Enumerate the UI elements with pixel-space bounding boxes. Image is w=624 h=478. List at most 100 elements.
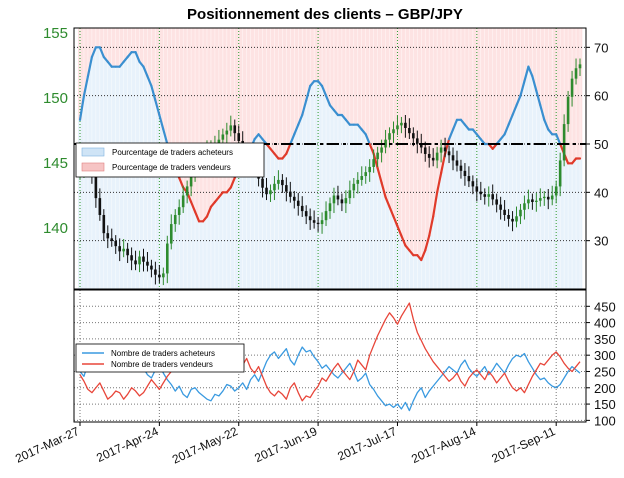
bottom-grid <box>74 290 586 422</box>
candle-body <box>427 153 431 158</box>
candle-body <box>138 256 141 265</box>
legend-swatch-short-pct <box>81 162 105 172</box>
price-tick-label: 155 <box>43 25 68 42</box>
count-tick-label: 250 <box>594 364 616 379</box>
candle-body <box>261 178 264 188</box>
legend-label-long-pct: Pourcentage de traders acheteurs <box>112 148 233 157</box>
count-tick-label: 400 <box>594 316 616 331</box>
candle-body <box>273 183 276 191</box>
candle-body <box>535 200 538 202</box>
long-pct-line-segment <box>293 123 300 136</box>
long-pct-line-segment <box>98 46 105 59</box>
candle-body <box>515 216 518 222</box>
chart-title: Positionnement des clients – GBP/JPY <box>187 6 463 23</box>
long-pct-line-segment <box>523 65 530 83</box>
long-pct-line-segment <box>229 176 236 189</box>
long-pct-line-segment <box>82 75 90 97</box>
candle-body <box>324 211 328 221</box>
long-pct-line-segment <box>154 99 161 117</box>
candle-body <box>308 216 312 221</box>
long-pct-line-segment <box>289 133 296 146</box>
candle-body <box>296 200 300 206</box>
long-pct-line-segment <box>396 225 403 237</box>
long-pct-line-segment <box>320 84 328 97</box>
candle-body <box>487 194 491 197</box>
candle-body <box>185 186 189 196</box>
candle-body <box>162 273 165 278</box>
long-pct-line-segment <box>162 128 169 146</box>
long-pct-line-segment <box>440 152 447 175</box>
date-tick-label: 2017-Jun-19 <box>252 424 319 465</box>
candle-body <box>150 265 153 270</box>
candle-body <box>336 195 340 200</box>
candle-body <box>300 205 304 212</box>
candle-body <box>475 186 479 192</box>
candle-body <box>523 203 526 210</box>
candle-body <box>166 243 169 274</box>
candle-body <box>439 147 443 153</box>
candle-body <box>281 179 284 186</box>
long-count-line <box>79 346 581 412</box>
count-tick-label: 200 <box>594 381 616 396</box>
candle-body <box>396 125 399 130</box>
candle-body <box>173 214 177 225</box>
long-pct-line-segment <box>372 152 379 170</box>
candle-body <box>320 220 324 225</box>
candle-body <box>142 256 145 262</box>
long-pct-line-segment <box>150 84 157 102</box>
percent-tick-label: 60 <box>594 89 608 104</box>
long-pct-line-segment <box>507 113 514 126</box>
date-tick-label: 2017-Aug-14 <box>409 424 478 466</box>
long-pct-line-segment <box>193 210 201 223</box>
candle-body <box>356 179 360 184</box>
candle-body <box>574 68 578 79</box>
candle-body <box>158 274 161 278</box>
long-pct-line-segment <box>90 46 97 59</box>
long-pct-line-segment <box>519 80 526 97</box>
long-pct-line-segment <box>134 51 141 63</box>
candle-body <box>221 134 225 140</box>
date-tick-label: 2017-Mar-27 <box>13 424 81 466</box>
candle-body <box>292 196 296 201</box>
date-tick-label: 2017-Sep-11 <box>489 424 557 466</box>
long-pct-line-segment <box>447 128 455 141</box>
date-tick-label: 2017-Apr-24 <box>94 424 161 465</box>
long-pct-line-segment <box>420 249 427 262</box>
long-pct-line-segment <box>205 205 213 218</box>
candle-body <box>146 261 149 266</box>
date-axis: 2017-Mar-27 2017-Apr-24 2017-May-22 2017-Ju… <box>13 422 558 467</box>
candle-body <box>233 125 237 134</box>
long-pct-line-segment <box>178 176 185 189</box>
long-pct-line-segment <box>368 142 375 155</box>
candle-body <box>364 172 368 177</box>
candle-body <box>380 147 383 153</box>
candle-body <box>558 160 562 187</box>
candle-body <box>122 248 125 252</box>
candle-body <box>229 125 233 131</box>
candle-body <box>277 179 280 184</box>
bottom-legend-box <box>75 343 245 373</box>
long-pct-line-segment <box>527 65 534 78</box>
long-pct-line-segment <box>297 113 304 126</box>
long-pct-line-segment <box>384 196 391 208</box>
long-pct-line-segment <box>78 94 86 121</box>
legend-label-long-count: Nombre de traders acheteurs <box>111 349 215 358</box>
candle-body <box>376 152 379 160</box>
candle-body <box>566 96 570 125</box>
candle-body <box>499 204 502 210</box>
count-tick-label: 150 <box>594 397 616 412</box>
sentiment-lines <box>78 46 582 262</box>
long-pct-line-segment <box>146 75 153 88</box>
candle-body <box>265 187 268 195</box>
candle-body <box>511 218 514 222</box>
candle-body <box>332 195 336 204</box>
top-legend-box <box>75 142 265 178</box>
candle-body <box>352 183 356 191</box>
long-pct-line-segment <box>555 133 562 146</box>
candle-body <box>217 139 221 144</box>
candle-body <box>368 166 371 173</box>
count-tick-label: 350 <box>594 332 616 347</box>
candle-body <box>106 233 110 239</box>
candle-body <box>435 152 439 161</box>
